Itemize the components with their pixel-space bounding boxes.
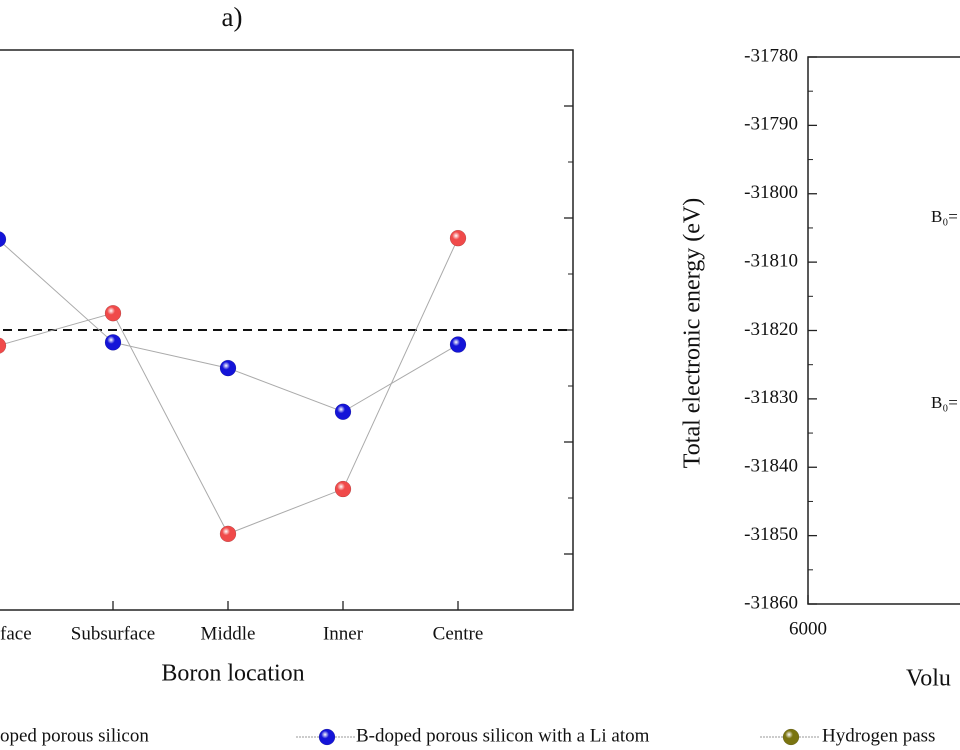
y-tick-label: -31810	[744, 250, 798, 271]
x-tick-label: face	[0, 623, 32, 644]
y-axis-label: Total electronic energy (eV)	[680, 198, 706, 468]
y-tick-label: -31850	[744, 524, 798, 545]
marker	[449, 229, 467, 247]
annotation: B₀=	[931, 207, 958, 226]
series-line	[0, 237, 459, 535]
marker	[334, 403, 352, 421]
marker	[104, 304, 122, 322]
x-axis-label: Boron location	[161, 661, 304, 687]
annotation: B₀=	[931, 393, 958, 412]
marker	[104, 334, 122, 351]
marker	[782, 728, 800, 746]
marker	[219, 525, 237, 543]
x-tick-label: Inner	[323, 623, 364, 644]
marker	[219, 359, 237, 377]
y-tick-label: -31840	[744, 456, 798, 477]
x-tick-label: 6000	[789, 618, 827, 639]
marker	[334, 480, 352, 498]
x-tick-label: Subsurface	[71, 623, 155, 644]
marker	[0, 231, 7, 248]
y-tick-label: -31790	[744, 114, 798, 135]
plot-frame	[807, 56, 960, 605]
legend-label: Hydrogen pass	[822, 725, 935, 746]
x-axis-label: Volu	[906, 666, 951, 692]
legend-label: oped porous silicon	[0, 725, 149, 746]
chart-title: a)	[222, 2, 243, 32]
x-tick-label: Centre	[433, 623, 484, 644]
y-tick-label: -31780	[744, 45, 798, 66]
x-tick-label: Middle	[201, 623, 256, 644]
y-tick-label: -31800	[744, 182, 798, 203]
marker	[318, 728, 336, 746]
y-tick-label: -31820	[744, 319, 798, 340]
legend-label: B-doped porous silicon with a Li atom	[356, 725, 650, 746]
y-tick-label: -31830	[744, 387, 798, 408]
marker	[0, 337, 7, 354]
marker	[449, 336, 467, 353]
y-tick-label: -31860	[744, 592, 798, 613]
